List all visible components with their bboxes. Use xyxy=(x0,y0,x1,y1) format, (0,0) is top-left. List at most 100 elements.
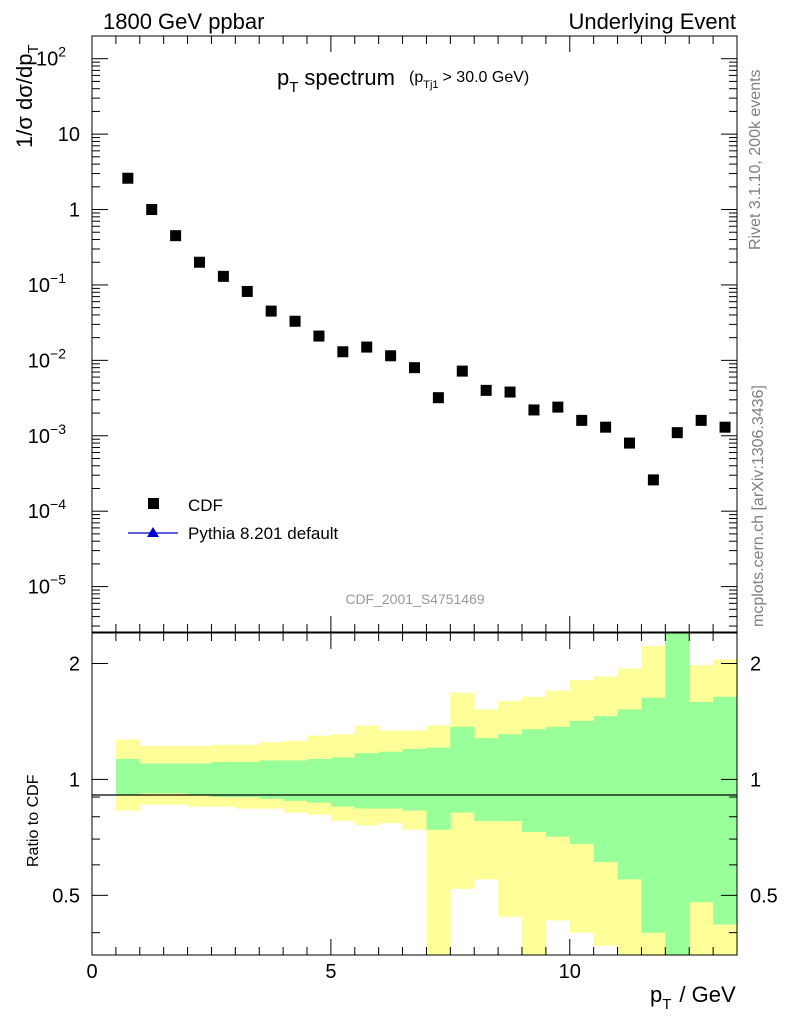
ratio-band-bin xyxy=(713,696,737,925)
ratio-band-bin xyxy=(378,751,403,809)
cdf-data-point xyxy=(647,474,659,486)
cdf-data-point xyxy=(265,305,277,317)
main-y-tick-label: 10−4 xyxy=(28,496,66,523)
cdf-data-point xyxy=(480,384,492,396)
source-label: mcplots.cern.ch [arXiv:1306.3436] xyxy=(750,385,767,627)
ratio-band-bin xyxy=(593,716,618,863)
header-right: Underlying Event xyxy=(568,9,736,34)
x-label-sub: T xyxy=(662,996,671,1013)
ratio-y-label: Ratio to CDF xyxy=(25,774,42,867)
main-frame xyxy=(91,35,738,633)
cdf-data-point xyxy=(385,350,397,362)
ratio-y-tick-label-right: 0.5 xyxy=(750,885,778,907)
main-y-tick-label: 1 xyxy=(69,200,80,222)
cdf-data-point xyxy=(289,315,301,327)
cdf-data-point xyxy=(528,404,540,416)
title-cut: (p xyxy=(409,69,423,86)
ratio-band-bin xyxy=(163,763,188,794)
legend-pythia-marker xyxy=(147,527,159,537)
cdf-data-point xyxy=(456,365,468,377)
ratio-band-bin xyxy=(498,734,523,821)
x-label-main: p xyxy=(650,982,662,1007)
ratio-band-bin xyxy=(330,757,356,807)
title-main: p xyxy=(277,65,289,90)
ratio-band-bin xyxy=(545,726,571,837)
x-tick-label: 5 xyxy=(325,961,336,983)
x-axis-label: pT / GeV xyxy=(650,982,736,1013)
header-left: 1800 GeV ppbar xyxy=(103,9,264,34)
main-y-tick-label: 10−3 xyxy=(28,421,66,448)
x-tick-label: 0 xyxy=(86,961,97,983)
ratio-plot: 2 2 1 1 0.5 0.5 0 5 10 Ratio to CDF pT / GeV xyxy=(25,632,778,1013)
main-y-tick-exp: −3 xyxy=(50,421,66,437)
main-y-tick-base: 10 xyxy=(28,350,50,372)
main-y-tick-label: 102 xyxy=(36,44,66,71)
main-y-label-sub: T xyxy=(25,44,42,53)
cdf-data-point xyxy=(337,346,349,358)
ratio-band-bin xyxy=(402,748,427,811)
main-y-tick-exp: 2 xyxy=(58,44,66,60)
cdf-markers xyxy=(122,172,731,486)
cdf-data-point xyxy=(170,230,182,242)
main-y-tick-exp: −5 xyxy=(50,572,66,588)
main-y-tick-base: 10 xyxy=(28,501,50,523)
plot-title: pT spectrum xyxy=(277,65,395,96)
plot-title-cut: (pTj1 > 30.0 GeV) xyxy=(409,69,529,91)
cdf-data-point xyxy=(600,421,612,433)
watermark: CDF_2001_S4751469 xyxy=(345,591,485,607)
rivet-label: Rivet 3.1.10, 200k events xyxy=(747,69,764,250)
main-y-tick-base: 10 xyxy=(28,577,50,599)
main-y-tick-label: 10−1 xyxy=(28,270,66,297)
cdf-data-point xyxy=(194,256,205,268)
main-y-tick-exp: −2 xyxy=(50,345,66,361)
cdf-data-point xyxy=(624,437,635,449)
legend-cdf-label: CDF xyxy=(188,496,223,515)
cdf-data-point xyxy=(576,414,588,426)
cdf-data-point xyxy=(361,341,373,353)
x-tick-label: 10 xyxy=(559,961,581,983)
legend-pythia-label: Pythia 8.201 default xyxy=(188,524,339,543)
main-y-tick-base: 10 xyxy=(36,49,58,71)
cdf-data-point xyxy=(504,386,516,398)
ratio-frame xyxy=(91,632,738,956)
ratio-band-bin xyxy=(474,738,499,821)
ratio-band-bin xyxy=(689,701,714,903)
main-y-label-text: 1/σ dσ/dp xyxy=(12,54,37,148)
main-y-label: 1/σ dσ/dpT xyxy=(12,44,42,148)
title-cut-sub: Tj1 xyxy=(423,79,438,91)
ratio-y-tick-label-left: 0.5 xyxy=(52,885,80,907)
ratio-band-bin xyxy=(522,729,547,833)
cdf-data-point xyxy=(695,414,707,426)
main-y-tick-base: 10 xyxy=(28,275,50,297)
ratio-band-bin xyxy=(426,747,451,830)
main-y-tick-label: 10−5 xyxy=(28,572,66,599)
cdf-data-point xyxy=(217,270,229,282)
ratio-band-bin xyxy=(211,761,236,798)
ratio-band-bin xyxy=(569,720,594,844)
ratio-band-bin xyxy=(139,763,164,794)
ratio-x-ticks: 0 5 10 xyxy=(86,633,738,983)
ratio-y-tick-label-right: 1 xyxy=(750,769,761,791)
ratio-y-tick-label-left: 2 xyxy=(69,653,80,675)
cdf-data-point xyxy=(241,285,253,297)
main-y-tick-exp: −1 xyxy=(50,270,66,286)
ratio-band-bin xyxy=(235,761,260,798)
legend-cdf-marker xyxy=(148,498,159,509)
ratio-band-bin xyxy=(259,760,284,799)
title-main-sub: T xyxy=(289,79,298,96)
ratio-band-bin xyxy=(307,758,332,803)
main-y-tick-base: 10 xyxy=(28,426,50,448)
ratio-band-bin xyxy=(283,760,308,801)
cdf-data-point xyxy=(409,362,420,374)
cdf-data-point xyxy=(146,204,158,216)
ratio-y-tick-label-left: 1 xyxy=(69,769,80,791)
ratio-band-bin xyxy=(354,753,379,809)
ratio-band-bin xyxy=(450,726,475,813)
main-y-tick-label: 10 xyxy=(58,124,80,146)
cdf-data-point xyxy=(432,392,444,404)
main-x-ticks xyxy=(91,36,738,632)
ratio-band-bin xyxy=(115,758,141,796)
